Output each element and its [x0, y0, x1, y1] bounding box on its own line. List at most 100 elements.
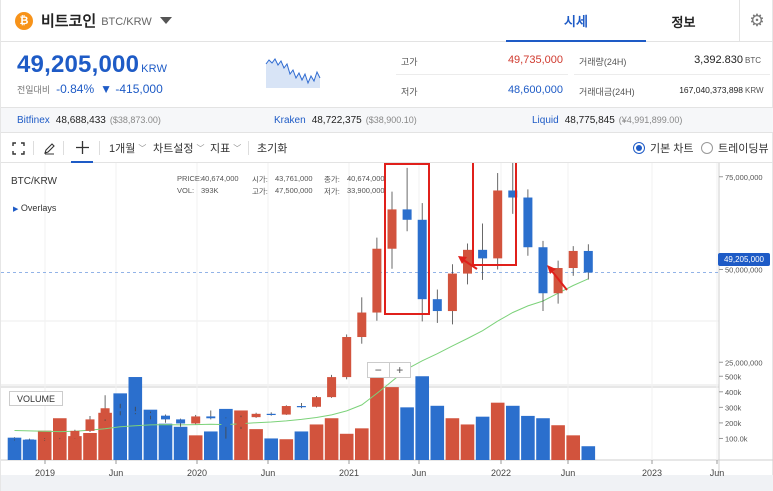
price-unit: KRW — [141, 63, 168, 75]
volume-bar — [415, 376, 429, 460]
exchange-name[interactable]: Liquid — [532, 115, 559, 126]
x-tick-label: 2021 — [339, 468, 359, 478]
turnover-unit: KRW — [745, 86, 764, 95]
indicators-menu[interactable]: 지표 ﹀ — [210, 133, 241, 163]
candle-body — [568, 250, 578, 269]
x-tick-label: Jun — [561, 468, 576, 478]
x-tick-label: Jun — [710, 468, 725, 478]
chevron-down-icon: ﹀ — [196, 143, 205, 153]
volume-bar — [22, 439, 37, 460]
zoom-out-button[interactable]: − — [374, 363, 382, 377]
reset-button[interactable]: 초기화 — [257, 143, 288, 155]
candle-body — [40, 439, 50, 441]
tab-quote[interactable]: 시세 — [506, 0, 646, 42]
volume-bar — [475, 416, 490, 460]
volume-bar — [506, 405, 520, 460]
volume-tick-label: 200k — [725, 419, 742, 428]
candle-body — [342, 337, 352, 378]
tab-info[interactable]: 정보 — [671, 14, 696, 30]
fullscreen-icon[interactable] — [12, 133, 25, 163]
volume-value: 3,392.830 — [694, 54, 743, 66]
info-close-label: 종가: — [324, 175, 340, 184]
info-price-value: 40,674,000 — [201, 174, 239, 183]
candle-body — [402, 209, 412, 220]
candle-body — [206, 416, 216, 419]
info-price-label: PRICE: — [177, 174, 203, 183]
volume-bar — [68, 436, 82, 460]
basic-chart-label: 기본 차트 — [650, 143, 694, 155]
exchange-item: Liquid 48,775,845 (¥4,991,899.00) — [532, 115, 682, 126]
candle-body — [281, 406, 291, 415]
volume-tick-label: 100.0k — [725, 434, 748, 443]
exchange-name[interactable]: Kraken — [274, 115, 306, 126]
chart-settings-label: 차트설정 — [153, 143, 194, 155]
tradingview-radio[interactable]: 트레이딩뷰 — [701, 133, 769, 163]
volume-bar — [128, 377, 143, 460]
divider — [248, 141, 249, 155]
price-summary: 49,205,000 KRW 전일대비 -0.84% ▼ -415,000 고가 … — [1, 42, 773, 108]
info-high-value: 47,500,000 — [275, 186, 313, 195]
volume-bar — [264, 438, 278, 460]
candle-body — [432, 299, 442, 312]
overlays-toggle[interactable]: ▶ Overlays — [13, 203, 56, 213]
volume-bar — [188, 435, 203, 460]
highlight-box — [472, 163, 517, 266]
caret-right-icon: ▶ — [13, 206, 19, 213]
candle-body — [538, 247, 548, 294]
annotation-arrowhead — [458, 256, 467, 264]
top-header: ₿ 비트코인 BTC/KRW 시세 정보 ⚙ — [1, 0, 773, 42]
info-vol-value: 393K — [201, 186, 219, 195]
exchange-usd: (¥4,991,899.00) — [618, 115, 683, 125]
chart-settings-menu[interactable]: 차트설정 ﹀ — [153, 133, 204, 163]
change-percent: -0.84% — [56, 82, 95, 96]
x-tick-label: 2022 — [491, 468, 511, 478]
candle-body — [70, 430, 80, 439]
volume-bar — [249, 429, 263, 460]
coin-name[interactable]: 비트코인 — [41, 13, 97, 30]
price-chart[interactable]: 75,000,000 50,000,000 25,000,000 500k 400k 30… — [1, 163, 773, 491]
radio-selected-icon — [633, 142, 645, 154]
pencil-icon[interactable] — [43, 133, 56, 163]
chart-symbol: BTC/KRW — [11, 176, 57, 187]
volume-panel-label: VOLUME — [9, 391, 63, 406]
bitcoin-icon: ₿ — [15, 11, 33, 30]
divider — [396, 74, 568, 75]
exchange-usd: ($38,900.10) — [365, 115, 417, 125]
highlight-box — [384, 163, 430, 315]
period-select[interactable]: 1개월 ﹀ — [109, 133, 146, 163]
x-tick-label: Jun — [109, 468, 124, 478]
volume-bar — [460, 424, 475, 460]
volume-bar — [536, 418, 550, 460]
info-open-label: 시가: — [252, 175, 268, 184]
crosshair-icon[interactable] — [71, 133, 93, 163]
info-high-label: 고가: — [252, 187, 268, 196]
period-label: 1개월 — [109, 143, 136, 155]
volume-bar — [143, 409, 158, 460]
turnover-label: 거래대금(24H) — [579, 87, 635, 97]
divider — [63, 141, 64, 155]
zoom-in-button[interactable]: + — [388, 363, 411, 377]
candle-body — [100, 408, 110, 420]
exchange-name[interactable]: Bitfinex — [17, 115, 50, 126]
candle-body — [191, 416, 201, 424]
chevron-down-icon: ﹀ — [233, 143, 242, 153]
gear-icon[interactable]: ⚙ — [739, 0, 773, 42]
candle-body — [161, 415, 170, 420]
coin-pair: BTC/KRW — [101, 16, 152, 28]
volume-bar — [279, 439, 294, 460]
high-value: 49,735,000 — [507, 54, 563, 66]
basic-chart-radio[interactable]: 기본 차트 — [633, 133, 694, 163]
candle-body — [493, 190, 503, 259]
exchange-price: 48,775,845 — [564, 115, 615, 126]
volume-bar — [309, 424, 324, 460]
chevron-down-icon[interactable] — [159, 17, 172, 24]
candle-body — [417, 219, 427, 300]
exchange-item: Kraken 48,722,375 ($38,900.10) — [274, 115, 417, 126]
candle-body — [251, 413, 261, 418]
volume-label: 거래량(24H) — [579, 57, 627, 67]
exchange-usd: ($38,873.00) — [109, 115, 161, 125]
candle-body — [387, 209, 397, 249]
zoom-controls: − + — [367, 362, 411, 378]
current-price-value: 49,205,000 — [17, 51, 140, 78]
candle-body — [176, 419, 186, 424]
